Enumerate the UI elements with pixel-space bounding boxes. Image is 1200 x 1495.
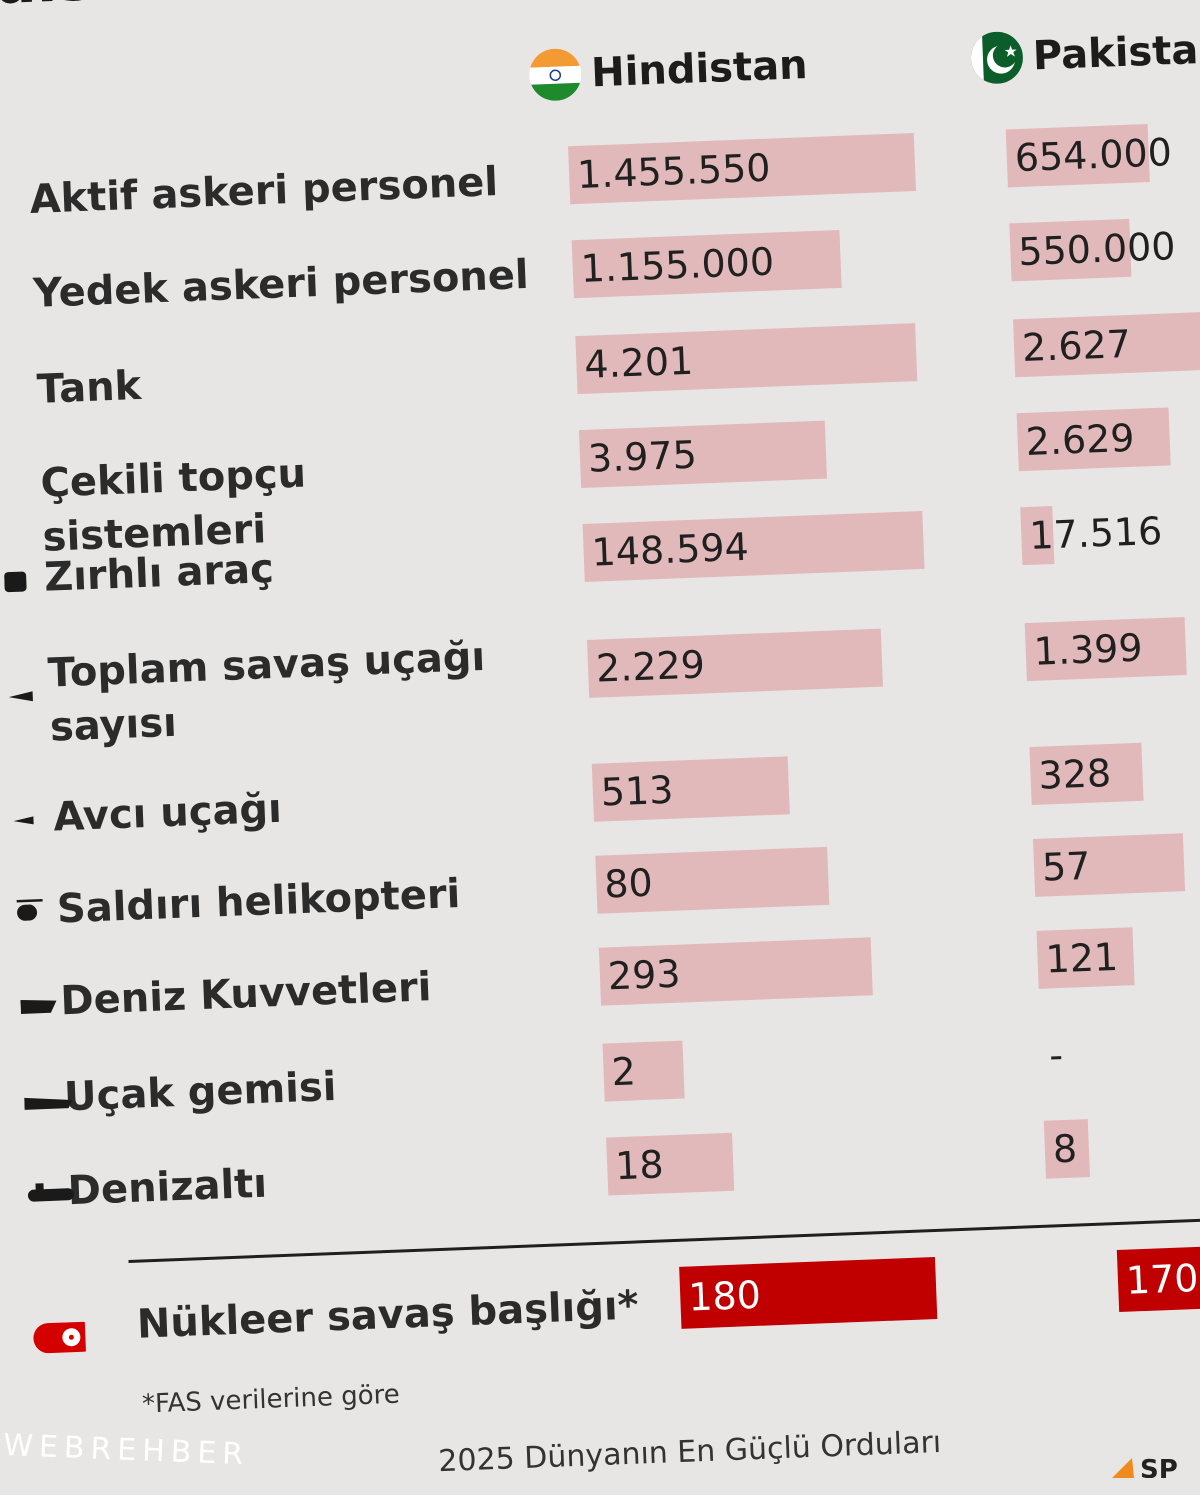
value-india-saldiri-helikopteri: 80	[603, 860, 654, 907]
fighter-jet-icon	[8, 691, 33, 702]
row-label-avci-ucagi: Avcı uçağı	[52, 785, 283, 841]
value-pakistan-yedek-askeri-personel: 550.000	[1017, 224, 1177, 275]
source-text: 2025 Dünyanın En Güçlü Orduları	[437, 1424, 942, 1480]
svg-text:SP: SP	[1140, 1455, 1178, 1478]
armored-vehicle-icon	[4, 571, 27, 593]
value-india-cekili-topcu-sistemleri: 3.975	[587, 432, 698, 481]
column-header-pakistan: Pakistan	[969, 23, 1200, 85]
separator-line	[128, 1215, 1200, 1263]
row-label-saldiri-helikopteri: Saldırı helikopteri	[56, 871, 462, 933]
value-pakistan-saldiri-helikopteri: 57	[1041, 843, 1092, 890]
column-header-india: Hindistan	[528, 39, 808, 102]
nuclear-value-india: 180	[687, 1272, 762, 1320]
row-label-ucak-gemisi: Uçak gemisi	[63, 1063, 338, 1121]
value-india-zirhli-arac: 148.594	[590, 524, 750, 575]
row-label-yedek-askeri-personel: Yedek askeri personel	[32, 251, 530, 317]
value-pakistan-aktif-askeri-personel: 654.000	[1013, 130, 1173, 181]
page-title: distan vs Pakistan	[0, 0, 613, 18]
value-india-toplam-savas-ucagi-sayisi: 2.229	[595, 642, 706, 691]
value-pakistan-denizalti: 8	[1052, 1126, 1078, 1172]
value-pakistan-cekili-topcu-sistemleri: 2.629	[1024, 415, 1136, 464]
aircraft-carrier-icon	[24, 1097, 73, 1110]
value-india-denizalti: 18	[614, 1142, 665, 1189]
value-india-deniz-kuvvetleri: 293	[607, 951, 682, 999]
radiation-icon	[33, 1321, 87, 1354]
value-pakistan-deniz-kuvvetleri: 121	[1044, 934, 1119, 982]
value-india-tank: 4.201	[583, 338, 694, 387]
submarine-icon	[27, 1183, 74, 1202]
footnote: *FAS verilerine göre	[141, 1379, 401, 1420]
value-india-aktif-askeri-personel: 1.455.550	[576, 145, 772, 197]
value-pakistan-zirhli-arac: 17.516	[1028, 508, 1164, 558]
value-pakistan-toplam-savas-ucagi-sayisi: 1.399	[1032, 625, 1144, 674]
column-header-pakistan-label: Pakistan	[1032, 25, 1200, 80]
value-india-yedek-askeri-personel: 1.155.000	[579, 239, 775, 291]
value-pakistan-ucak-gemisi: -	[1048, 1032, 1064, 1078]
row-label-aktif-askeri-personel: Aktif askeri personel	[28, 159, 499, 223]
brand-logo-icon: SP	[1112, 1455, 1178, 1478]
warship-icon	[20, 999, 57, 1014]
value-pakistan-tank: 2.627	[1021, 321, 1132, 371]
helicopter-icon	[16, 899, 43, 921]
column-header-india-label: Hindistan	[590, 42, 809, 97]
row-label-denizalti: Denizaltı	[66, 1160, 268, 1215]
india-flag-icon	[528, 47, 583, 102]
nuclear-warhead-label: Nükleer savaş başlığı*	[136, 1282, 640, 1348]
value-india-ucak-gemisi: 2	[610, 1049, 637, 1095]
value-india-avci-ucagi: 513	[600, 767, 675, 815]
nuclear-value-pakistan: 170	[1125, 1255, 1200, 1303]
row-label-deniz-kuvvetleri: Deniz Kuvvetleri	[59, 964, 433, 1025]
interceptor-jet-icon	[13, 816, 34, 825]
row-label-tank: Tank	[36, 362, 143, 413]
row-label-toplam-savas-ucagi-sayisi: Toplam savaş uçağı sayısı	[47, 633, 486, 751]
value-pakistan-avci-ucagi: 328	[1037, 750, 1112, 798]
pakistan-flag-icon	[969, 30, 1024, 85]
